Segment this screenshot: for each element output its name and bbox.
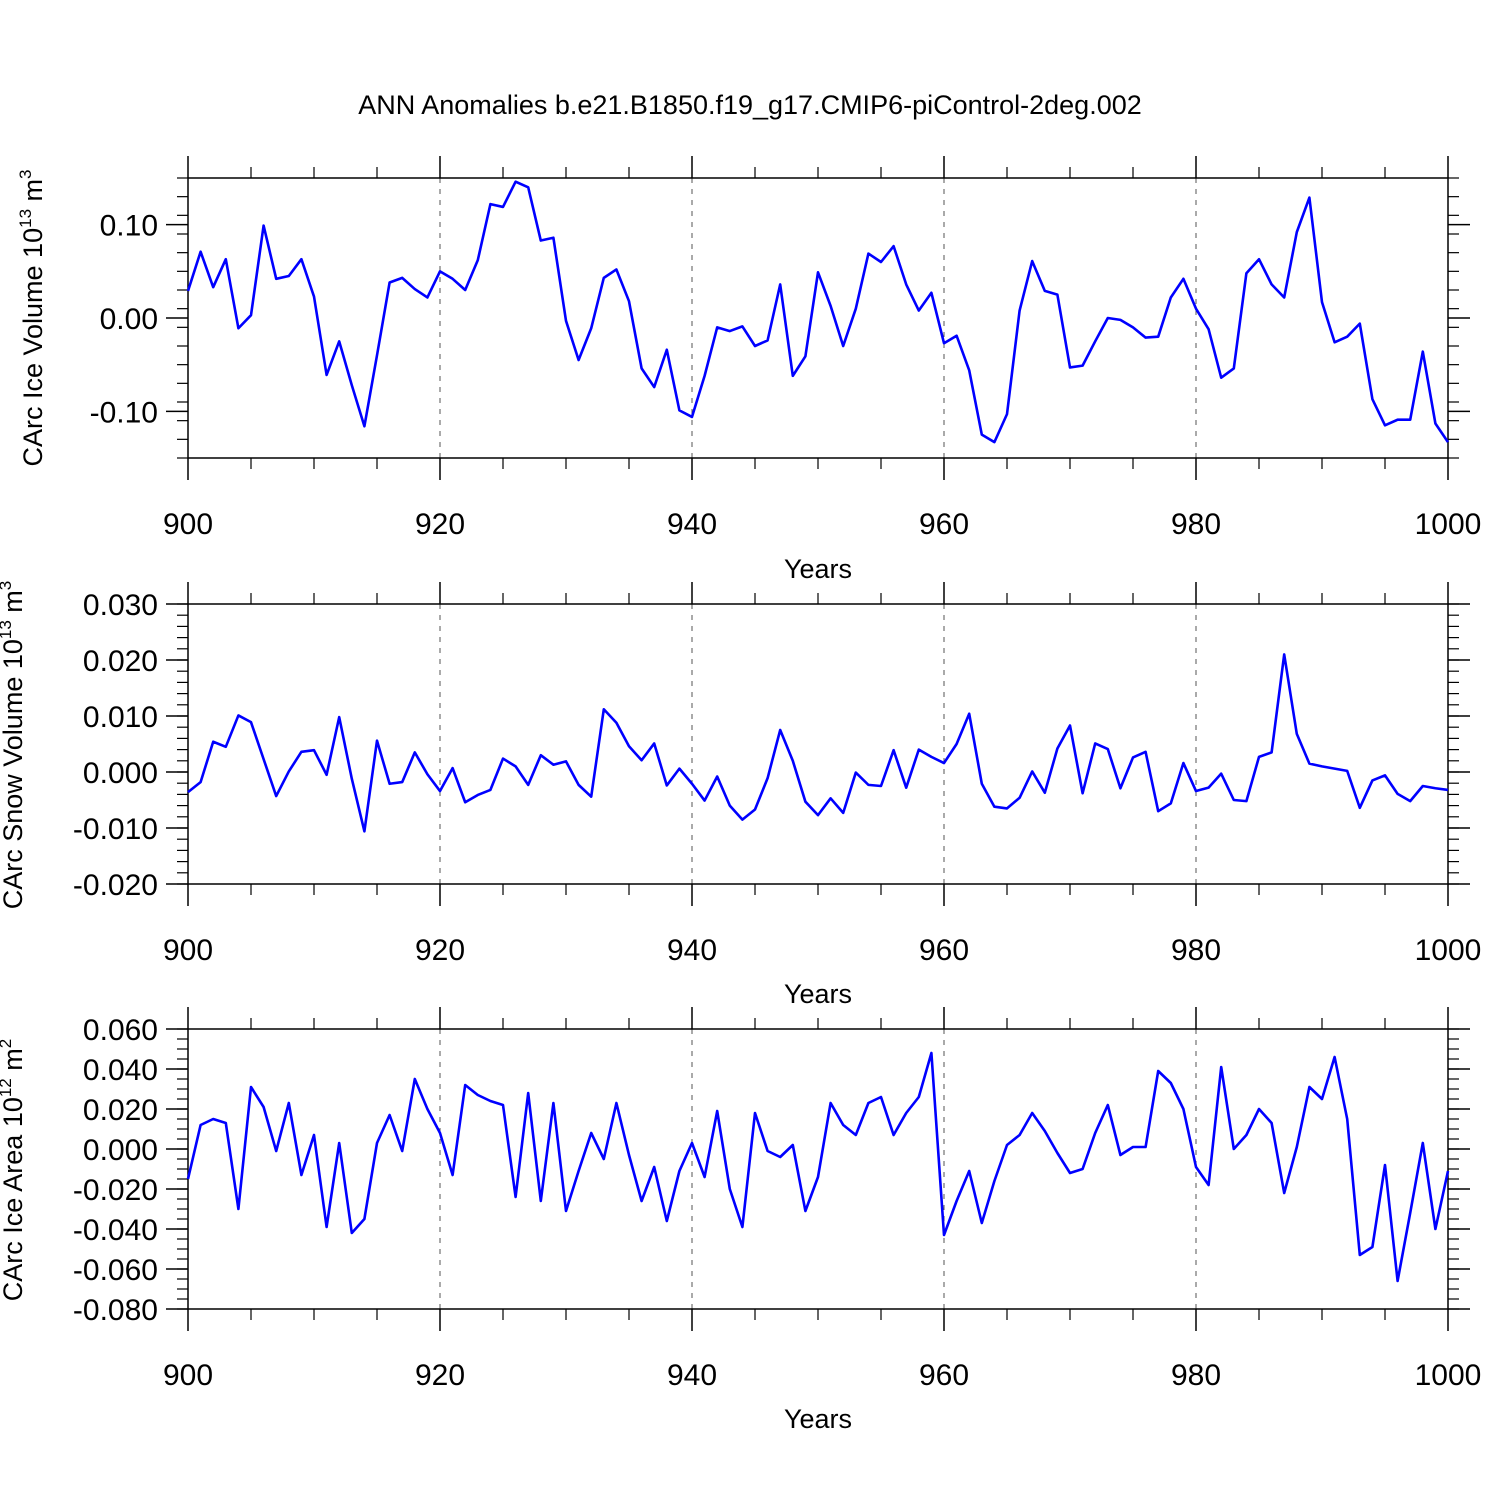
x-tick-label: 940 bbox=[667, 934, 717, 967]
x-tick-label: 920 bbox=[415, 1359, 465, 1392]
y-axis-label-exponent: 13 bbox=[16, 209, 35, 228]
y-axis-label-exponent: 13 bbox=[0, 620, 15, 639]
series-ice-volume bbox=[186, 180, 1450, 444]
y-tick-label: 0.10 bbox=[100, 210, 158, 243]
x-tick-labels: 900 920 940 960 980 1000 bbox=[163, 934, 1481, 967]
x-tick-label: 940 bbox=[667, 508, 717, 541]
y-axis-label-text: CArc Snow Volume 10 bbox=[0, 639, 28, 909]
y-tick-labels: -0.10 0.00 0.10 bbox=[90, 210, 158, 430]
x-tick-labels: 900 920 940 960 980 1000 bbox=[163, 508, 1481, 541]
plot-frame bbox=[187, 1028, 1449, 1310]
y-axis-label: CArc Snow Volume 1013 m3 bbox=[0, 581, 28, 910]
x-tick-label: 960 bbox=[919, 1359, 969, 1392]
plot-frame bbox=[187, 603, 1449, 885]
y-axis-label-text: CArc Ice Area 10 bbox=[0, 1097, 28, 1301]
y-tick-label: 0.020 bbox=[83, 1094, 158, 1127]
y-tick-label: 0.030 bbox=[83, 589, 158, 622]
y-axis-label-unit: m bbox=[18, 179, 48, 202]
y-axis-label-unit-exponent: 2 bbox=[0, 1039, 15, 1048]
x-axis-label: Years bbox=[784, 554, 852, 584]
y-tick-labels: -0.020 -0.010 0.000 0.010 0.020 0.030 bbox=[73, 589, 158, 902]
plot-frame bbox=[187, 177, 1449, 459]
y-axis-label-exponent: 12 bbox=[0, 1078, 15, 1097]
x-axis-label: Years bbox=[784, 1404, 852, 1434]
x-tick-label: 920 bbox=[415, 934, 465, 967]
y-axis-label: CArc Ice Volume 1013 m3 bbox=[16, 169, 48, 466]
minor-ticks bbox=[177, 593, 1459, 895]
grid-lines bbox=[439, 604, 1197, 884]
y-axis-label-unit-exponent: 3 bbox=[16, 169, 35, 178]
x-tick-label: 980 bbox=[1171, 1359, 1221, 1392]
y-tick-label: -0.020 bbox=[73, 1174, 158, 1207]
grid-lines bbox=[439, 178, 1197, 458]
x-tick-label: 900 bbox=[163, 508, 213, 541]
y-axis-label: CArc Ice Area 1012 m2 bbox=[0, 1039, 28, 1302]
x-tick-label: 900 bbox=[163, 934, 213, 967]
major-ticks bbox=[166, 1007, 1470, 1331]
x-tick-label: 1000 bbox=[1415, 934, 1482, 967]
y-tick-label: -0.060 bbox=[73, 1254, 158, 1287]
x-tick-label: 900 bbox=[163, 1359, 213, 1392]
major-ticks bbox=[166, 156, 1470, 480]
minor-ticks bbox=[177, 167, 1459, 469]
chart-title: ANN Anomalies b.e21.B1850.f19_g17.CMIP6-… bbox=[358, 90, 1142, 120]
x-tick-label: 960 bbox=[919, 508, 969, 541]
y-tick-label: 0.000 bbox=[83, 1134, 158, 1167]
series-ice-area bbox=[186, 1051, 1450, 1283]
y-tick-label: 0.040 bbox=[83, 1054, 158, 1087]
x-tick-label: 1000 bbox=[1415, 508, 1482, 541]
x-tick-label: 980 bbox=[1171, 508, 1221, 541]
x-tick-label: 980 bbox=[1171, 934, 1221, 967]
major-ticks bbox=[166, 582, 1470, 906]
y-tick-label: -0.040 bbox=[73, 1214, 158, 1247]
y-axis-label-text: CArc Ice Volume 10 bbox=[18, 228, 48, 467]
grid-lines bbox=[439, 1029, 1197, 1309]
x-tick-label: 960 bbox=[919, 934, 969, 967]
y-tick-label: 0.000 bbox=[83, 757, 158, 790]
x-axis-label: Years bbox=[784, 979, 852, 1009]
panel-ice-volume: 900 920 940 960 980 1000 -0.100.000.10 Years … bbox=[16, 156, 1481, 584]
x-tick-labels: 900 920 940 960 980 1000 bbox=[163, 1359, 1481, 1392]
y-tick-label: 0.00 bbox=[100, 303, 158, 336]
panel-ice-area: 900 920 940 960 980 1000 -0.080-0.060-0.040-0… bbox=[0, 1007, 1481, 1434]
x-tick-label: 940 bbox=[667, 1359, 717, 1392]
y-axis-label-unit: m bbox=[0, 590, 28, 613]
panel-snow-volume: 900 920 940 960 980 1000 -0.020 -0.010 0.000 0.0… bbox=[0, 581, 1481, 1009]
minor-ticks bbox=[177, 1018, 1459, 1320]
y-tick-label: -0.010 bbox=[73, 813, 158, 846]
y-axis-label-unit: m bbox=[0, 1048, 28, 1071]
y-tick-label: 0.060 bbox=[83, 1014, 158, 1047]
y-tick-label: 0.020 bbox=[83, 645, 158, 678]
y-axis-label-unit-exponent: 3 bbox=[0, 581, 15, 590]
y-tick-labels: -0.080 -0.060 -0.040 -0.020 0.000 0.020 0.040 0… bbox=[73, 1014, 158, 1327]
y-tick-label: -0.080 bbox=[73, 1294, 158, 1327]
x-tick-label: 1000 bbox=[1415, 1359, 1482, 1392]
y-tick-label: -0.020 bbox=[73, 869, 158, 902]
y-tick-label: 0.010 bbox=[83, 701, 158, 734]
y-tick-label: -0.10 bbox=[90, 396, 158, 429]
series-snow-volume bbox=[187, 653, 1449, 833]
x-tick-label: 920 bbox=[415, 508, 465, 541]
